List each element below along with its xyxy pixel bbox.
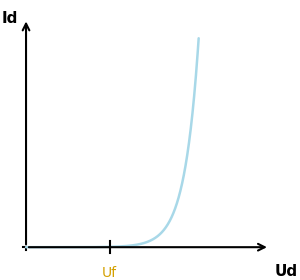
Text: Uf: Uf — [102, 266, 117, 280]
Text: Ud: Ud — [275, 264, 298, 279]
Text: Id: Id — [2, 11, 18, 26]
